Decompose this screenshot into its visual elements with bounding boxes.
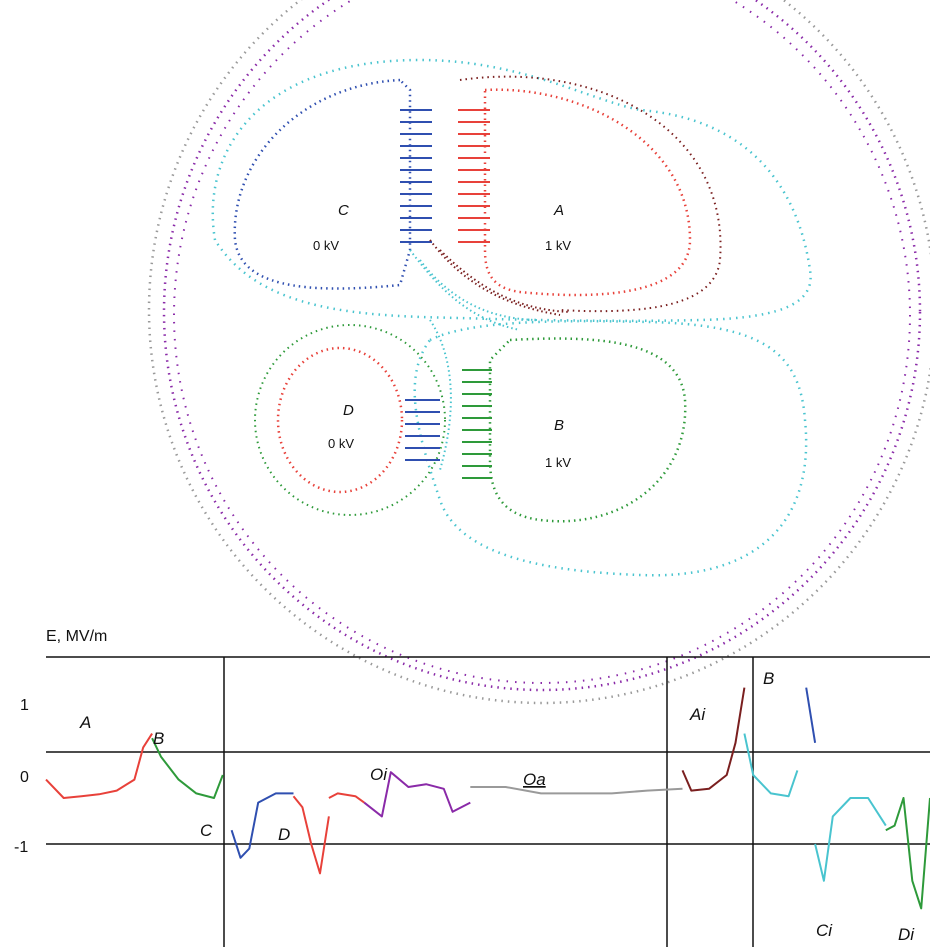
- cyan-crossing-lines: [409, 249, 541, 471]
- electrode-c-voltage: 0 kV: [313, 238, 339, 253]
- segment-label-oa: Oa: [523, 770, 546, 789]
- segment-label-ai: Ai: [689, 705, 706, 724]
- tick-label-1: 1: [20, 697, 29, 714]
- segment-label-b: B: [153, 729, 164, 748]
- electrode-a-outline: [483, 88, 692, 297]
- cyan-upper-loop: [211, 58, 812, 323]
- electrode-b-name: B: [554, 417, 564, 434]
- electrode-a-name: A: [553, 202, 564, 219]
- purple-equipotential-ring: [162, 0, 922, 692]
- series-line-2: [151, 737, 224, 799]
- electrode-c-name: C: [338, 202, 349, 219]
- electrode-d-voltage: 0 kV: [328, 436, 354, 451]
- series-line-4: [292, 795, 330, 875]
- segment-label-d: D: [278, 825, 290, 844]
- navy-dash-bundle: [405, 399, 440, 461]
- series-line-3: [230, 792, 294, 859]
- series-layer: [45, 687, 930, 910]
- red-dash-bundle: [458, 109, 490, 243]
- series-line-12: [885, 797, 930, 910]
- segment-label-c: C: [200, 821, 213, 840]
- brown-crossing-lines: [429, 239, 571, 316]
- electrode-b-voltage: 1 kV: [545, 455, 571, 470]
- electrode-a-voltage: 1 kV: [545, 238, 571, 253]
- series-line-7: [470, 786, 683, 795]
- outer-boundary: [147, 0, 930, 705]
- segment-label-di: Di: [898, 925, 915, 944]
- electrode-c-outline: [233, 78, 412, 290]
- electrode-b-outline: [488, 337, 687, 523]
- segment-label-b-prime: B: [763, 669, 774, 688]
- field-line-diagram: C 0 kV A 1 kV D 0 kV B 1 kV: [147, 0, 930, 705]
- segment-label-oi: Oi: [370, 765, 388, 784]
- green-dash-bundle: [462, 369, 492, 479]
- blue-dash-bundle: [400, 109, 432, 243]
- purple-equipotential-ring-inner: [173, 0, 911, 684]
- green-field-lines-d: [254, 324, 446, 516]
- cyan-lower-loop: [413, 319, 808, 577]
- series-line-9: [743, 733, 799, 798]
- segment-label-a: A: [79, 713, 91, 732]
- series-line-8: [681, 687, 746, 792]
- chart-ylabel: E, MV/m: [46, 628, 107, 645]
- electrode-d-name: D: [343, 402, 354, 419]
- field-strength-chart: E, MV/m 1 0 -1 A B C D Oi Oa Ai B Ci Di: [14, 628, 930, 947]
- series-line-6: [363, 771, 471, 818]
- segment-label-ci: Ci: [816, 921, 833, 940]
- series-line-1: [45, 733, 153, 799]
- series-line-11: [814, 797, 887, 882]
- brown-field-lines-a: [459, 75, 722, 313]
- series-line-5: [328, 792, 365, 804]
- tick-label-minus-1: -1: [14, 839, 28, 856]
- electrode-d-outline: [276, 346, 404, 494]
- tick-label-0: 0: [20, 769, 29, 786]
- series-line-10: [805, 687, 817, 743]
